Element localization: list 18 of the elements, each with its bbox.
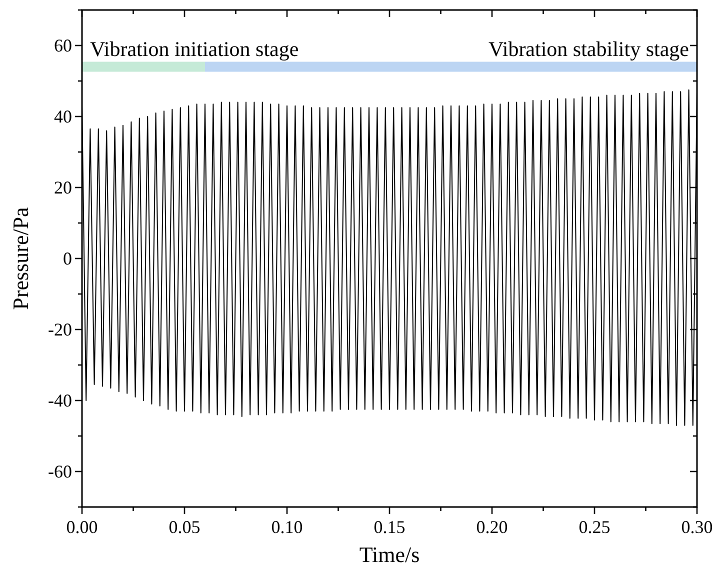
x-tick-label: 0.25: [578, 517, 610, 537]
series-label: Vibration stability stage: [488, 36, 689, 61]
series-label: Vibration initiation stage: [90, 36, 299, 61]
y-tick-label: -60: [48, 462, 72, 482]
x-tick-label: 0.10: [271, 517, 303, 537]
y-tick-label: 0: [63, 248, 72, 268]
x-tick-label: 0.30: [681, 517, 713, 537]
y-axis-title: Pressure/Pa: [8, 206, 33, 310]
y-tick-label: -20: [48, 320, 72, 340]
y-tick-label: 40: [54, 106, 72, 126]
y-tick-label: -40: [48, 390, 72, 410]
y-tick-label: 20: [54, 178, 72, 198]
x-tick-label: 0.05: [168, 517, 200, 537]
x-tick-label: 0.00: [66, 517, 98, 537]
x-tick-label: 0.15: [374, 517, 406, 537]
x-axis-title: Time/s: [359, 542, 420, 567]
x-tick-label: 0.20: [476, 517, 508, 537]
y-tick-label: 60: [54, 36, 72, 56]
